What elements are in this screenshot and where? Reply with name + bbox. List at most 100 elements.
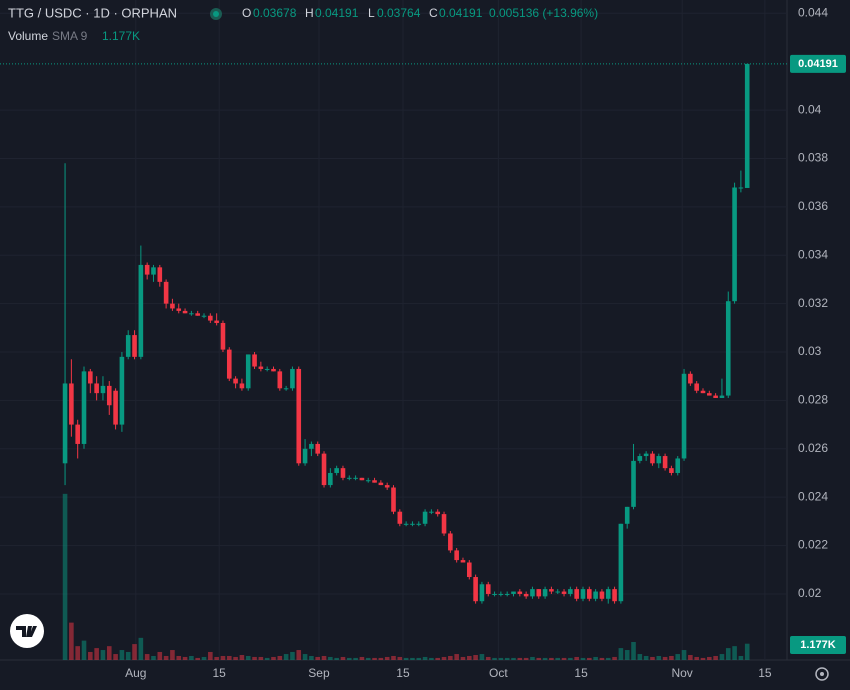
candle-body [523,593,529,597]
candle-body [252,354,257,367]
volume-bar [157,651,163,660]
volume-bar [422,656,428,660]
candle-body [568,589,573,594]
volume-bar [593,656,598,660]
volume-bar [725,648,731,660]
candle-body [561,591,567,594]
y-tick-label: 0.04 [798,102,822,116]
candle-body [599,591,605,599]
volume-bar [151,655,156,660]
x-tick-label: 15 [574,666,588,680]
volume-bar [542,657,548,660]
candle-body [713,395,718,398]
volume-bar [416,657,422,660]
volume-bar [138,637,144,660]
candle-body [656,456,662,464]
candle-body [290,368,295,389]
volume-bar [353,657,358,660]
settings-icon[interactable] [815,667,829,681]
ohlc-value: 0.04191 [439,6,483,20]
candle-body [574,589,579,599]
candle-body [675,458,681,473]
volume-bar [492,657,497,660]
candle-body [201,315,207,317]
candle-body [517,591,523,594]
volume-bar [176,655,182,660]
candle-body [492,593,497,595]
tv-logo[interactable] [10,614,44,648]
symbol-title: TTG / USDC · 1D · ORPHAN [8,5,177,20]
ohlc-value: 0.04191 [315,6,359,20]
candle-body [744,63,750,188]
candle-body [100,385,106,394]
candle-body [485,584,491,594]
volume-bar [460,656,466,660]
volume-bar [498,657,504,660]
ohlc-label: L [368,6,375,20]
candle-body [587,589,592,599]
candle-body [732,187,737,302]
candle-body [593,591,598,599]
status-dot-inner [213,11,219,17]
volume-bar [738,655,744,660]
sma-label: SMA 9 [52,29,88,43]
x-tick-label: 15 [396,666,410,680]
volume-bar [650,656,655,660]
volume-bar [201,656,207,660]
volume-bar [637,654,643,660]
y-tick-label: 0.024 [798,489,828,503]
candle-body [688,373,693,384]
candle-body [473,577,478,602]
candle-body [738,187,744,189]
candle-body [631,460,636,507]
volume-bar [233,656,238,660]
x-tick-label: Sep [308,666,330,680]
volume-bar [100,650,106,660]
ohlc-value: 0.03764 [377,6,421,20]
volume-bar [580,657,586,660]
volume-bar [88,651,93,660]
candle-body [138,264,144,357]
candle-body [182,310,188,314]
volume-bar [309,655,314,660]
candle-body [542,589,548,597]
candle-body [113,390,118,425]
candle-body [643,453,649,457]
candle-body [454,550,459,561]
volume-bar [536,657,542,660]
volume-box [790,636,846,654]
last-price-label: 0.04191 [798,58,838,70]
volume-bar [555,657,561,660]
volume-bar [511,657,516,660]
volume-bar [441,656,447,660]
volume-bar [517,657,523,660]
grid: 0.02 0.022 0.024 0.026 0.028 0.03 0.032 0.034 0.… [0,0,828,680]
candle-body [264,368,270,370]
volume-bar [410,657,415,660]
volume-bar [106,646,112,660]
volume-bar [144,654,150,660]
candle-body [549,589,554,592]
volume-bar [346,657,352,660]
volume-bar [239,655,245,660]
candle-body [239,383,245,389]
candle-body [214,320,219,323]
x-tick-label: Nov [671,666,692,680]
volume-bar [340,656,346,660]
candle-body [504,593,510,595]
volume-bar [643,655,649,660]
volume-bar [277,655,283,660]
candle-body [707,393,712,396]
volume-bar [479,654,485,660]
candle-body [435,511,441,515]
volume-bar [681,650,687,660]
candle-body [498,593,504,595]
volume-bar [485,656,491,660]
x-tick-label: 15 [758,666,772,680]
candle-body [220,322,226,350]
candle-body [302,448,308,464]
candle-body [605,589,611,599]
volume-bar [125,651,131,660]
tv-logo-mark [16,626,37,637]
candle-body [62,383,68,464]
